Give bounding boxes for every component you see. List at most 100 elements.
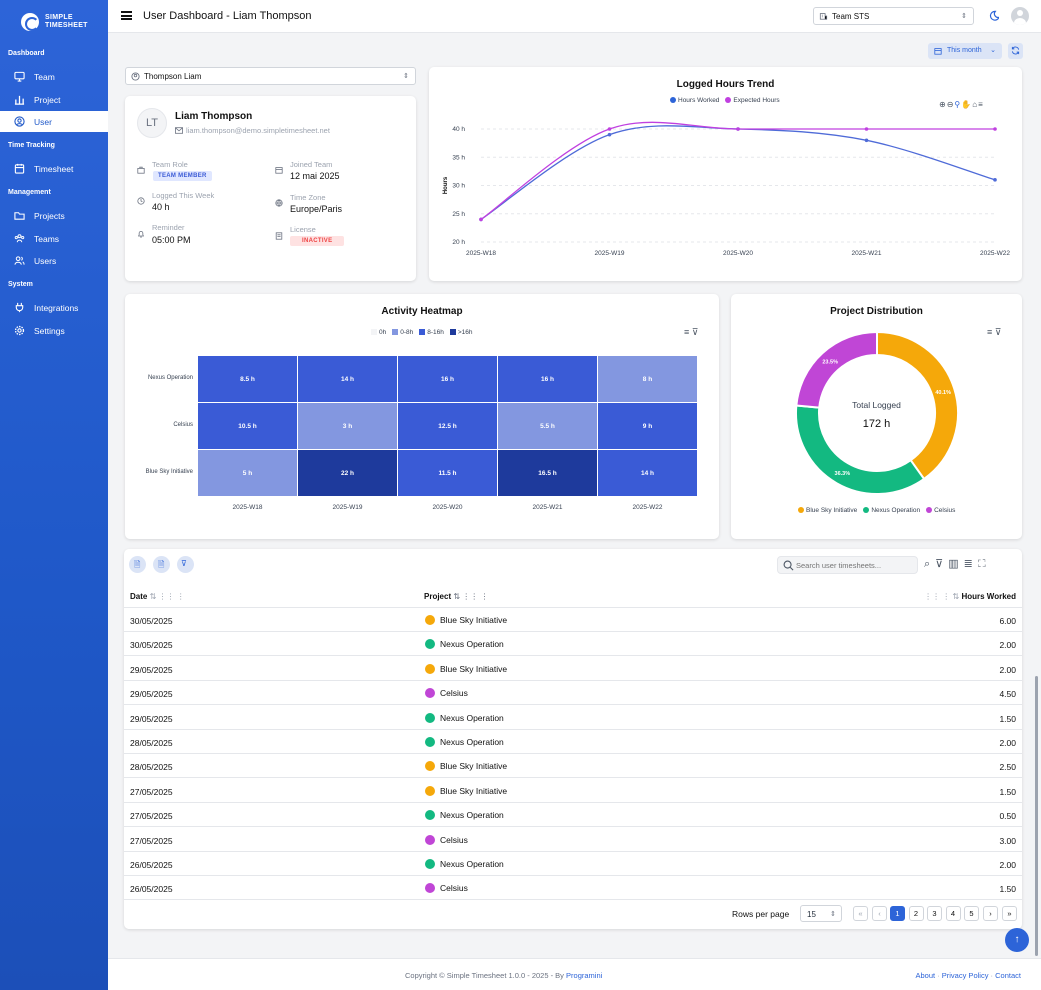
heatmap-cell[interactable]: 16.5 h	[498, 450, 597, 496]
refresh-button[interactable]	[1008, 43, 1023, 59]
data-point[interactable]	[864, 127, 869, 131]
filter-icon[interactable]: ⊽	[994, 327, 1002, 337]
pan-icon[interactable]: ✋	[961, 100, 973, 109]
export-pdf-button[interactable]: 🗎	[153, 556, 170, 573]
user-select[interactable]: Thompson Liam ⇕	[125, 67, 416, 85]
legend-item-expected-hours[interactable]: Expected Hours	[725, 97, 780, 104]
table-row[interactable]: 27/05/2025 Blue Sky Initiative 1.50	[124, 779, 1022, 803]
prev-page-button[interactable]: ‹	[872, 906, 887, 921]
page-button-3[interactable]: 3	[927, 906, 942, 921]
zoom-out-icon[interactable]: ⊖	[946, 100, 955, 109]
table-row[interactable]: 29/05/2025 Blue Sky Initiative 2.00	[124, 657, 1022, 681]
export-csv-button[interactable]: 🗎	[129, 556, 146, 573]
fullscreen-icon[interactable]: ⛶	[977, 558, 991, 570]
clear-filter-button[interactable]: ⊽	[177, 556, 194, 573]
table-row[interactable]: 30/05/2025 Nexus Operation 2.00	[124, 632, 1022, 657]
moon-icon[interactable]	[988, 10, 999, 21]
col-header-date[interactable]: Date ⇅ ⋮⋮ ⋮	[130, 592, 185, 601]
data-point[interactable]	[607, 132, 612, 137]
search-input[interactable]	[796, 559, 914, 571]
heatmap-cell[interactable]: 14 h	[598, 450, 697, 496]
heatmap-cell[interactable]: 14 h	[298, 356, 397, 402]
sidebar-item-timesheet[interactable]: Timesheet	[0, 158, 108, 179]
menu-icon[interactable]: ≡	[987, 327, 993, 337]
heatmap-cell[interactable]: 8 h	[598, 356, 697, 402]
table-row[interactable]: 30/05/2025 Blue Sky Initiative 6.00	[124, 608, 1022, 632]
heatmap-cell[interactable]: 8.5 h	[198, 356, 297, 402]
heatmap-cell[interactable]: 3 h	[298, 403, 397, 449]
team-select[interactable]: Team STS ⇕	[813, 7, 974, 25]
legend-item-blue-sky[interactable]: Blue Sky Initiative	[798, 507, 857, 514]
sidebar-item-teams[interactable]: Teams	[0, 228, 108, 249]
table-row[interactable]: 27/05/2025 Celsius 3.00	[124, 828, 1022, 852]
table-row[interactable]: 29/05/2025 Celsius 4.50	[124, 681, 1022, 706]
columns-icon[interactable]: ▥	[948, 558, 964, 570]
col-header-hours[interactable]: ⋮⋮ ⋮ ⇅ Hours Worked	[924, 592, 1016, 601]
heatmap-cell[interactable]: 5.5 h	[498, 403, 597, 449]
menu-icon[interactable]: ≡	[978, 100, 984, 109]
heatmap-cell[interactable]: 9 h	[598, 403, 697, 449]
sidebar-item-project[interactable]: Project	[0, 89, 108, 110]
app-logo[interactable]: SIMPLE TIMESHEET	[0, 0, 108, 34]
legend-item-8-16h[interactable]: 8-16h	[419, 329, 444, 336]
sidebar-item-users[interactable]: Users	[0, 250, 108, 271]
sidebar-item-team[interactable]: Team	[0, 66, 108, 87]
table-row[interactable]: 26/05/2025 Celsius 1.50	[124, 876, 1022, 901]
table-row[interactable]: 29/05/2025 Nexus Operation 1.50	[124, 706, 1022, 730]
legend-item-0-8h[interactable]: 0-8h	[392, 329, 413, 336]
heatmap-cell[interactable]: 12.5 h	[398, 403, 497, 449]
footer-link-about[interactable]: About	[915, 971, 936, 980]
sidebar-item-settings[interactable]: Settings	[0, 320, 108, 341]
heatmap-cell[interactable]: 10.5 h	[198, 403, 297, 449]
data-point[interactable]	[736, 127, 740, 131]
data-point[interactable]	[607, 127, 612, 131]
last-page-button[interactable]: »	[1002, 906, 1017, 921]
heatmap-cell[interactable]: 22 h	[298, 450, 397, 496]
next-page-button[interactable]: ›	[983, 906, 998, 921]
density-icon[interactable]: ≣	[963, 558, 978, 570]
sidebar-item-user[interactable]: User	[0, 111, 108, 132]
heatmap-cell[interactable]: 16 h	[498, 356, 597, 402]
home-icon[interactable]: ⌂	[972, 100, 979, 109]
page-button-5[interactable]: 5	[964, 906, 979, 921]
sort-icon[interactable]: ⋮⋮ ⋮ ⇅	[924, 592, 960, 601]
scrollbar-thumb[interactable]	[1035, 676, 1038, 956]
filter-icon[interactable]: ⊽	[691, 327, 699, 337]
sort-icon[interactable]: ⇅ ⋮⋮ ⋮	[453, 592, 489, 601]
sort-icon[interactable]: ⇅ ⋮⋮ ⋮	[149, 592, 185, 601]
table-search[interactable]	[777, 556, 918, 574]
footer-link-contact[interactable]: Contact	[995, 971, 1021, 980]
data-point[interactable]	[479, 217, 483, 222]
rows-per-page-select[interactable]: 15 ⇕	[800, 905, 842, 922]
col-header-project[interactable]: Project ⇅ ⋮⋮ ⋮	[424, 592, 489, 601]
page-button-4[interactable]: 4	[945, 906, 961, 921]
legend-item-nexus[interactable]: Nexus Operation	[863, 507, 920, 514]
page-button-1[interactable]: 1	[890, 906, 905, 921]
scroll-top-button[interactable]: ↑	[1005, 928, 1029, 952]
period-select[interactable]: This month ⌄	[928, 43, 1002, 59]
legend-item-0h[interactable]: 0h	[371, 329, 386, 336]
data-point[interactable]	[864, 138, 869, 143]
table-row[interactable]: 28/05/2025 Nexus Operation 2.00	[124, 730, 1022, 754]
brand-link[interactable]: Programini	[566, 971, 603, 980]
legend-item-gt16h[interactable]: >16h	[449, 329, 473, 336]
footer-link-privacy[interactable]: Privacy Policy	[941, 971, 989, 980]
magnifier-icon[interactable]: ⚲	[954, 100, 962, 109]
sidebar-item-integrations[interactable]: Integrations	[0, 297, 108, 318]
data-point[interactable]	[993, 127, 997, 131]
table-row[interactable]: 27/05/2025 Nexus Operation 0.50	[124, 803, 1022, 828]
table-row[interactable]: 28/05/2025 Blue Sky Initiative 2.50	[124, 754, 1022, 779]
first-page-button[interactable]: «	[853, 906, 868, 921]
sidebar-item-projects[interactable]: Projects	[0, 205, 108, 226]
search-clear-icon[interactable]: ⌕	[924, 558, 936, 570]
data-point[interactable]	[993, 178, 997, 182]
zoom-in-icon[interactable]: ⊕	[939, 100, 947, 109]
table-row[interactable]: 26/05/2025 Nexus Operation 2.00	[124, 852, 1022, 876]
menu-icon[interactable]: ≡	[684, 327, 690, 337]
donut-slice[interactable]	[795, 330, 878, 409]
legend-item-hours-worked[interactable]: Hours Worked	[670, 97, 719, 104]
filter-icon[interactable]: ⊽	[935, 558, 949, 570]
user-avatar[interactable]	[1011, 7, 1029, 25]
heatmap-cell[interactable]: 16 h	[398, 356, 497, 402]
heatmap-cell[interactable]: 5 h	[198, 450, 297, 496]
